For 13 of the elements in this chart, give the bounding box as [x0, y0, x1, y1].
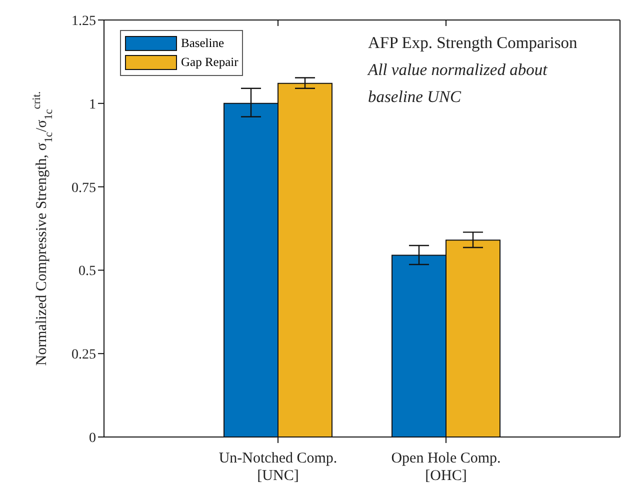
- y-tick-label: 0.5: [78, 264, 96, 280]
- y-tick-label: 0.75: [72, 180, 96, 196]
- annotation: AFP Exp. Strength Comparison: [368, 33, 578, 52]
- annotation: All value normalized about: [367, 60, 548, 79]
- y-tick-label: 1.25: [72, 14, 96, 29]
- x-tick-label: Un-Notched Comp. [UNC]: [218, 450, 338, 484]
- legend-label: Baseline: [181, 36, 224, 51]
- y-tick-label: 1: [89, 97, 96, 112]
- annotation: baseline UNC: [368, 87, 462, 106]
- x-tick-label: Open Hole Comp. [OHC]: [391, 450, 501, 484]
- y-tick-label: 0.25: [72, 348, 96, 363]
- y-tick-label: 0: [89, 430, 96, 446]
- legend-label: Gap Repair: [181, 55, 238, 70]
